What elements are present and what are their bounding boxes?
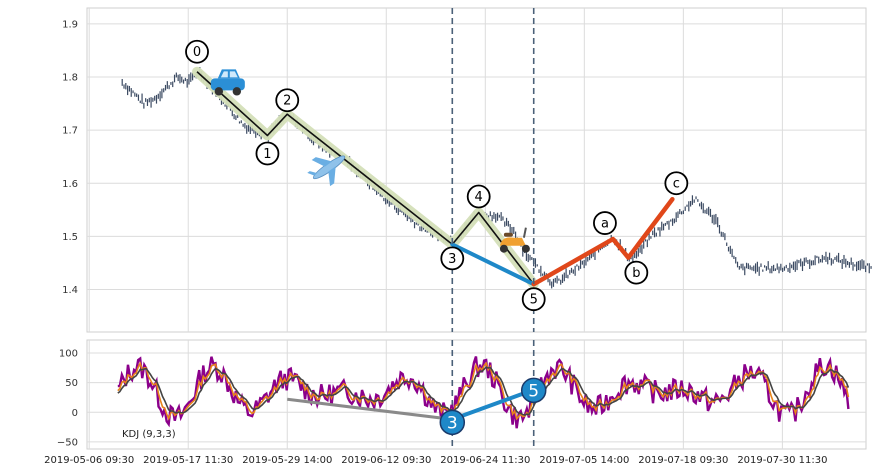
wave-label-text: c <box>673 177 680 192</box>
car-wheel <box>214 87 224 96</box>
x-tick-label: 2019-05-17 11:30 <box>143 455 233 466</box>
wave-label-text: 3 <box>448 252 456 267</box>
impulse-wave-line <box>196 71 535 285</box>
kdj-wave-label-circle <box>520 377 547 404</box>
x-axis: 2019-05-06 09:30 2019-05-17 11:30 2019-05-… <box>44 455 827 466</box>
scooter-icon <box>499 227 530 253</box>
x-tick-label: 2019-05-29 14:00 <box>242 455 332 466</box>
wave-label-2: 2 <box>275 88 300 113</box>
wave-label-a: a <box>593 211 617 235</box>
wave-label-4: 4 <box>466 184 491 209</box>
alt-wave-3-5-line <box>450 242 536 287</box>
wave-label-text: 5 <box>530 293 538 308</box>
wave-label-circle <box>185 39 209 64</box>
x-tick-label: 2019-07-05 14:00 <box>539 455 629 466</box>
price-plot-area <box>86 7 867 333</box>
car-windows <box>220 71 238 78</box>
kdj-y-tick-label: 100 <box>59 349 78 360</box>
kdj-wave-blue-line <box>451 387 535 422</box>
wave-label-circle <box>664 171 689 196</box>
wave-label-circle <box>521 287 546 312</box>
x-tick-label: 2019-06-24 11:30 <box>440 455 530 466</box>
scooter-body <box>499 237 526 246</box>
scooter-wheel <box>521 244 530 253</box>
wave-label-b: b <box>624 260 649 285</box>
airplane-icon <box>307 155 346 187</box>
wave-label-5: 5 <box>521 287 546 312</box>
price-y-tick-label: 1.9 <box>62 19 78 30</box>
corrective-wave-line <box>531 196 675 287</box>
kdj-wave-label-3: 3 <box>439 409 466 436</box>
wave-label-1: 1 <box>255 141 280 166</box>
price-y-tick-label: 1.6 <box>62 179 78 190</box>
scooter-seat <box>503 232 513 237</box>
x-tick-label: 2019-06-12 09:30 <box>341 455 431 466</box>
plane-tail <box>307 171 318 176</box>
kdj-wave-label-circle <box>439 409 466 436</box>
wave-label-3: 3 <box>440 246 465 271</box>
wave-label-circle <box>466 184 491 209</box>
scooter-handle <box>522 227 527 238</box>
wave-label-circle <box>440 246 465 271</box>
car-wheel <box>232 87 242 96</box>
wave-label-text: 2 <box>283 94 291 109</box>
kdj-wave-label-5: 5 <box>520 377 547 404</box>
price-y-tick-label: 1.4 <box>62 285 78 296</box>
wave-label-circle <box>624 260 649 285</box>
kdj-y-tick-label: 50 <box>65 378 78 389</box>
x-tick-label: 2019-07-18 09:30 <box>638 455 728 466</box>
x-tick-label: 2019-05-06 09:30 <box>44 455 134 466</box>
wave-label-circle <box>255 141 280 166</box>
kdj-y-tick-label: −50 <box>57 437 78 448</box>
wave-label-circle <box>275 88 300 113</box>
kdj-wave-label-text: 5 <box>528 381 539 401</box>
kdj-d-line <box>117 366 850 416</box>
kdj-annotation: KDJ (9,3,3) <box>122 429 176 440</box>
kdj-panel: −50 0 50 100 3 5 KDJ (9,3,3) <box>57 339 867 450</box>
wave-label-text: 0 <box>193 45 201 60</box>
wave-label-c: c <box>664 171 689 196</box>
price-y-tick-label: 1.5 <box>62 232 78 243</box>
plane-wings <box>311 157 336 187</box>
scooter-wheel <box>499 244 508 253</box>
price-panel: 1.4 1.5 1.6 1.7 1.8 1.9 0 1 2 3 4 5 a b c <box>62 7 872 333</box>
kdj-wave-label-text: 3 <box>447 413 458 433</box>
wave-label-circle <box>593 211 617 235</box>
price-y-tick-label: 1.7 <box>62 126 78 137</box>
wave-label-text: 4 <box>475 190 483 205</box>
wave-label-0: 0 <box>185 39 209 64</box>
kdj-plot-area <box>86 339 867 450</box>
x-tick-label: 2019-07-30 11:30 <box>737 455 827 466</box>
car-icon <box>210 69 245 96</box>
kdj-wave-grey-line <box>287 397 453 421</box>
price-y-tick-label: 1.8 <box>62 73 78 84</box>
kdj-y-tick-label: 0 <box>72 408 78 419</box>
wave-label-text: 1 <box>263 147 271 162</box>
wave-label-text: b <box>632 266 640 281</box>
wave-label-text: a <box>601 217 609 232</box>
